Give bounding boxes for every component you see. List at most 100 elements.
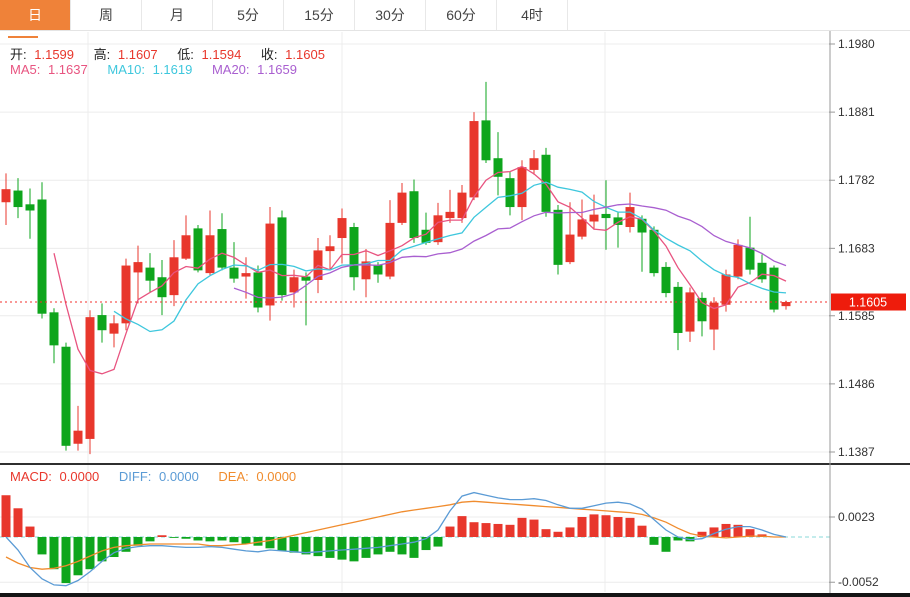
macd-bar	[301, 537, 311, 555]
macd-bar	[205, 537, 215, 542]
candle-body	[709, 302, 719, 330]
candle-body	[157, 277, 167, 298]
grid	[0, 32, 830, 592]
tab-60min[interactable]: 60分	[426, 0, 497, 30]
macd-bar	[481, 523, 491, 537]
macd-bar	[193, 537, 203, 541]
candle-body	[37, 199, 47, 314]
ma5-line	[53, 165, 787, 375]
macd-bar	[541, 529, 551, 537]
candles	[1, 81, 791, 455]
candle-body	[517, 167, 527, 208]
candle-body	[253, 272, 263, 308]
candle-body	[181, 235, 191, 259]
candle-body	[217, 229, 227, 268]
candle-body	[121, 265, 131, 324]
macd-bar	[85, 537, 95, 570]
macd-bar	[433, 537, 443, 547]
candle-body	[277, 217, 287, 296]
active-tab-indicator	[8, 36, 38, 38]
candle-body	[577, 219, 587, 237]
macd-bar	[169, 537, 179, 538]
candle-body	[733, 244, 743, 277]
macd-bar	[589, 514, 599, 537]
macd-bar	[289, 537, 299, 553]
macd-bar	[529, 519, 539, 537]
macd-bar	[61, 537, 71, 584]
ohlc-legend: 开: 1.1599 高: 1.1607 低: 1.1594 收: 1.1605	[10, 44, 329, 63]
macd-bar	[637, 525, 647, 537]
candle-body	[493, 158, 503, 177]
ma10-label: MA10:	[107, 62, 145, 77]
macd-bar	[709, 527, 719, 537]
panel-divider	[0, 463, 910, 465]
macd-bar	[265, 537, 275, 549]
candle-body	[13, 190, 23, 208]
period-tabbar: 日周月 5分 15分 30分 60分 4时	[0, 0, 910, 31]
candle-body	[85, 317, 95, 439]
ma20-label: MA20:	[211, 62, 250, 77]
y-tick-label: 1.1980	[838, 37, 875, 51]
candle-body	[409, 191, 419, 239]
macd-bar	[577, 516, 587, 537]
macd-bar	[181, 537, 191, 539]
candle-body	[781, 302, 791, 307]
macd-bar	[241, 537, 251, 544]
tab-4hour[interactable]: 4时	[497, 0, 568, 30]
candle-body	[661, 266, 671, 294]
tab-30min[interactable]: 30分	[355, 0, 426, 30]
candle-body	[145, 267, 155, 281]
candle-body	[481, 120, 491, 161]
y-axis-labels: 1.1980 1.1881 1.1782 1.1683 1.1585 1.1486 1.13…	[829, 37, 879, 589]
tab-week[interactable]: 周	[71, 0, 142, 30]
low-label: 低:	[177, 47, 194, 62]
macd-bar	[505, 524, 515, 537]
macd-bar	[157, 535, 167, 537]
tab-day[interactable]: 日	[0, 0, 71, 30]
tab-5min[interactable]: 5分	[213, 0, 284, 30]
macd-bar	[229, 537, 239, 543]
candle-body	[205, 235, 215, 274]
close-label: 收:	[260, 47, 278, 62]
tab-15min[interactable]: 15分	[284, 0, 355, 30]
macd-bar	[517, 517, 527, 537]
ma-legend: MA5: 1.1637 MA10: 1.1619 MA20: 1.1659	[10, 62, 301, 77]
macd-label: MACD:	[10, 469, 52, 484]
candle-body	[565, 234, 575, 263]
candle-body	[73, 430, 83, 444]
tab-month[interactable]: 月	[142, 0, 213, 30]
candle-body	[289, 277, 299, 293]
ma10-line	[113, 181, 787, 333]
y-tick-label: -0.0052	[838, 575, 879, 589]
macd-legend: MACD: 0.0000 DIFF: 0.0000 DEA: 0.0000	[10, 469, 300, 484]
high-label: 高:	[93, 47, 111, 62]
macd-bar	[745, 529, 755, 537]
candle-body	[721, 274, 731, 305]
macd-bar	[145, 537, 155, 542]
candle-body	[385, 222, 395, 277]
current-price-badge: 1.1605	[831, 293, 906, 311]
macd-histogram	[1, 495, 767, 584]
open-label: 开:	[10, 47, 27, 62]
candle-body	[325, 246, 335, 252]
ma20-value: 1.1659	[257, 62, 297, 77]
candle-body	[361, 261, 371, 280]
candle-body	[349, 227, 359, 278]
candle-body	[649, 229, 659, 274]
candle-body	[505, 178, 515, 208]
candle-body	[529, 158, 539, 170]
macd-bar	[565, 527, 575, 537]
macd-bar	[445, 526, 455, 537]
macd-bar	[697, 531, 707, 537]
macd-bar	[121, 537, 131, 552]
macd-bar	[649, 537, 659, 545]
candle-body	[445, 211, 455, 219]
macd-bar	[721, 523, 731, 537]
candle-body	[601, 213, 611, 219]
candle-body	[109, 323, 119, 334]
macd-bar	[421, 537, 431, 551]
macd-bar	[25, 526, 35, 537]
macd-bar	[325, 537, 335, 558]
candle-body	[745, 247, 755, 270]
